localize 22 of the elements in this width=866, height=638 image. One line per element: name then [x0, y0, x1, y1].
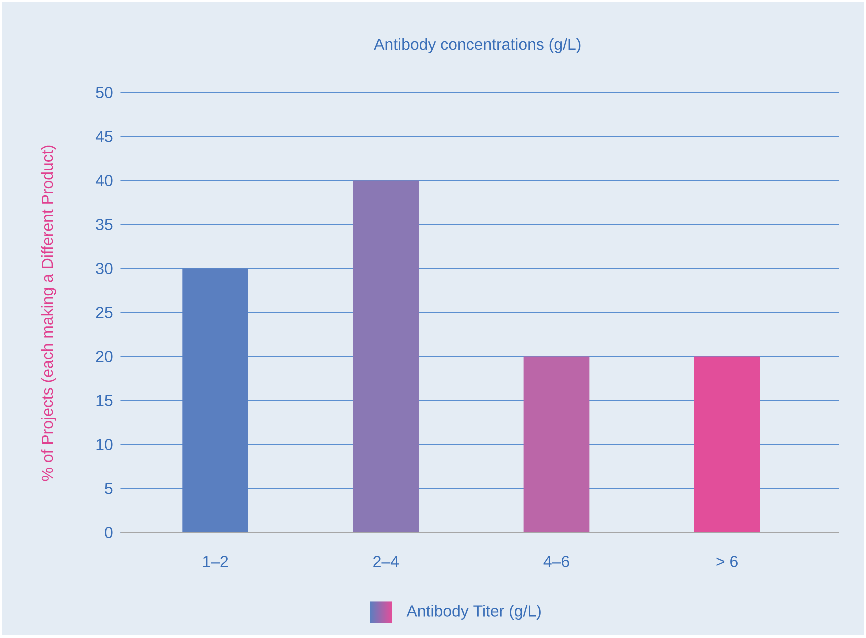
- bar: [694, 357, 760, 533]
- y-tick-label: 25: [96, 307, 113, 319]
- y-tick-label: 10: [96, 439, 113, 451]
- y-tick-label: 45: [96, 131, 113, 143]
- x-tick-label: > 6: [716, 556, 738, 568]
- chart-title: Antibody concentrations (g/L): [374, 38, 581, 54]
- y-tick-label: 15: [96, 395, 113, 407]
- legend-label: Antibody Titer (g/L): [406, 605, 541, 620]
- y-axis-title: % of Projects (each making a Different Product): [41, 146, 56, 482]
- x-tick-label: 1–2: [203, 556, 228, 568]
- y-tick-label: 35: [96, 219, 113, 231]
- y-tick-label: 0: [105, 527, 113, 539]
- y-tick-label: 5: [105, 483, 113, 495]
- x-tick-label: 2–4: [374, 556, 399, 568]
- x-tick-label: 4–6: [544, 556, 570, 568]
- y-tick-label: 20: [96, 351, 113, 363]
- y-tick-label: 30: [96, 263, 113, 275]
- bar: [524, 357, 590, 533]
- bar: [353, 181, 420, 533]
- bar: [182, 269, 248, 533]
- y-tick-label: 40: [96, 175, 113, 187]
- y-tick-label: 50: [96, 87, 113, 99]
